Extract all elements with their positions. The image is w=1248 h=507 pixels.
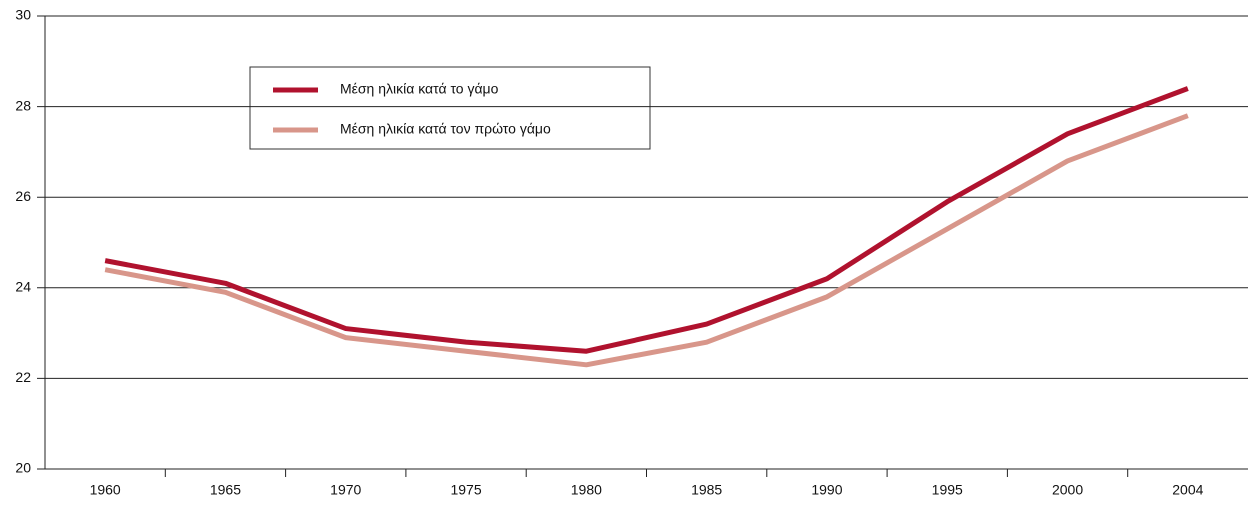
x-tick-label: 1960 — [90, 482, 121, 498]
y-tick-label: 28 — [15, 97, 31, 113]
legend-box — [249, 66, 651, 150]
legend-label: Μέση ηλικία κατά τον πρώτο γάμο — [340, 121, 551, 137]
x-tick-label: 2004 — [1172, 482, 1203, 498]
y-tick-label: 30 — [15, 7, 31, 23]
legend-label: Μέση ηλικία κατά το γάμο — [340, 81, 499, 97]
x-tick-label: 1995 — [932, 482, 963, 498]
y-tick-label: 20 — [15, 460, 31, 476]
series-line — [104, 86, 1189, 354]
series-line — [104, 113, 1189, 368]
y-tick-label: 24 — [15, 279, 31, 295]
x-tick-label: 1965 — [210, 482, 241, 498]
x-tick-label: 1970 — [330, 482, 361, 498]
x-tick-label: 1990 — [811, 482, 842, 498]
y-tick-label: 26 — [15, 188, 31, 204]
x-tick-label: 1975 — [450, 482, 481, 498]
x-tick-label: 2000 — [1052, 482, 1083, 498]
x-tick-label: 1985 — [691, 482, 722, 498]
x-tick-label: 1980 — [571, 482, 602, 498]
y-tick-label: 22 — [15, 369, 31, 385]
